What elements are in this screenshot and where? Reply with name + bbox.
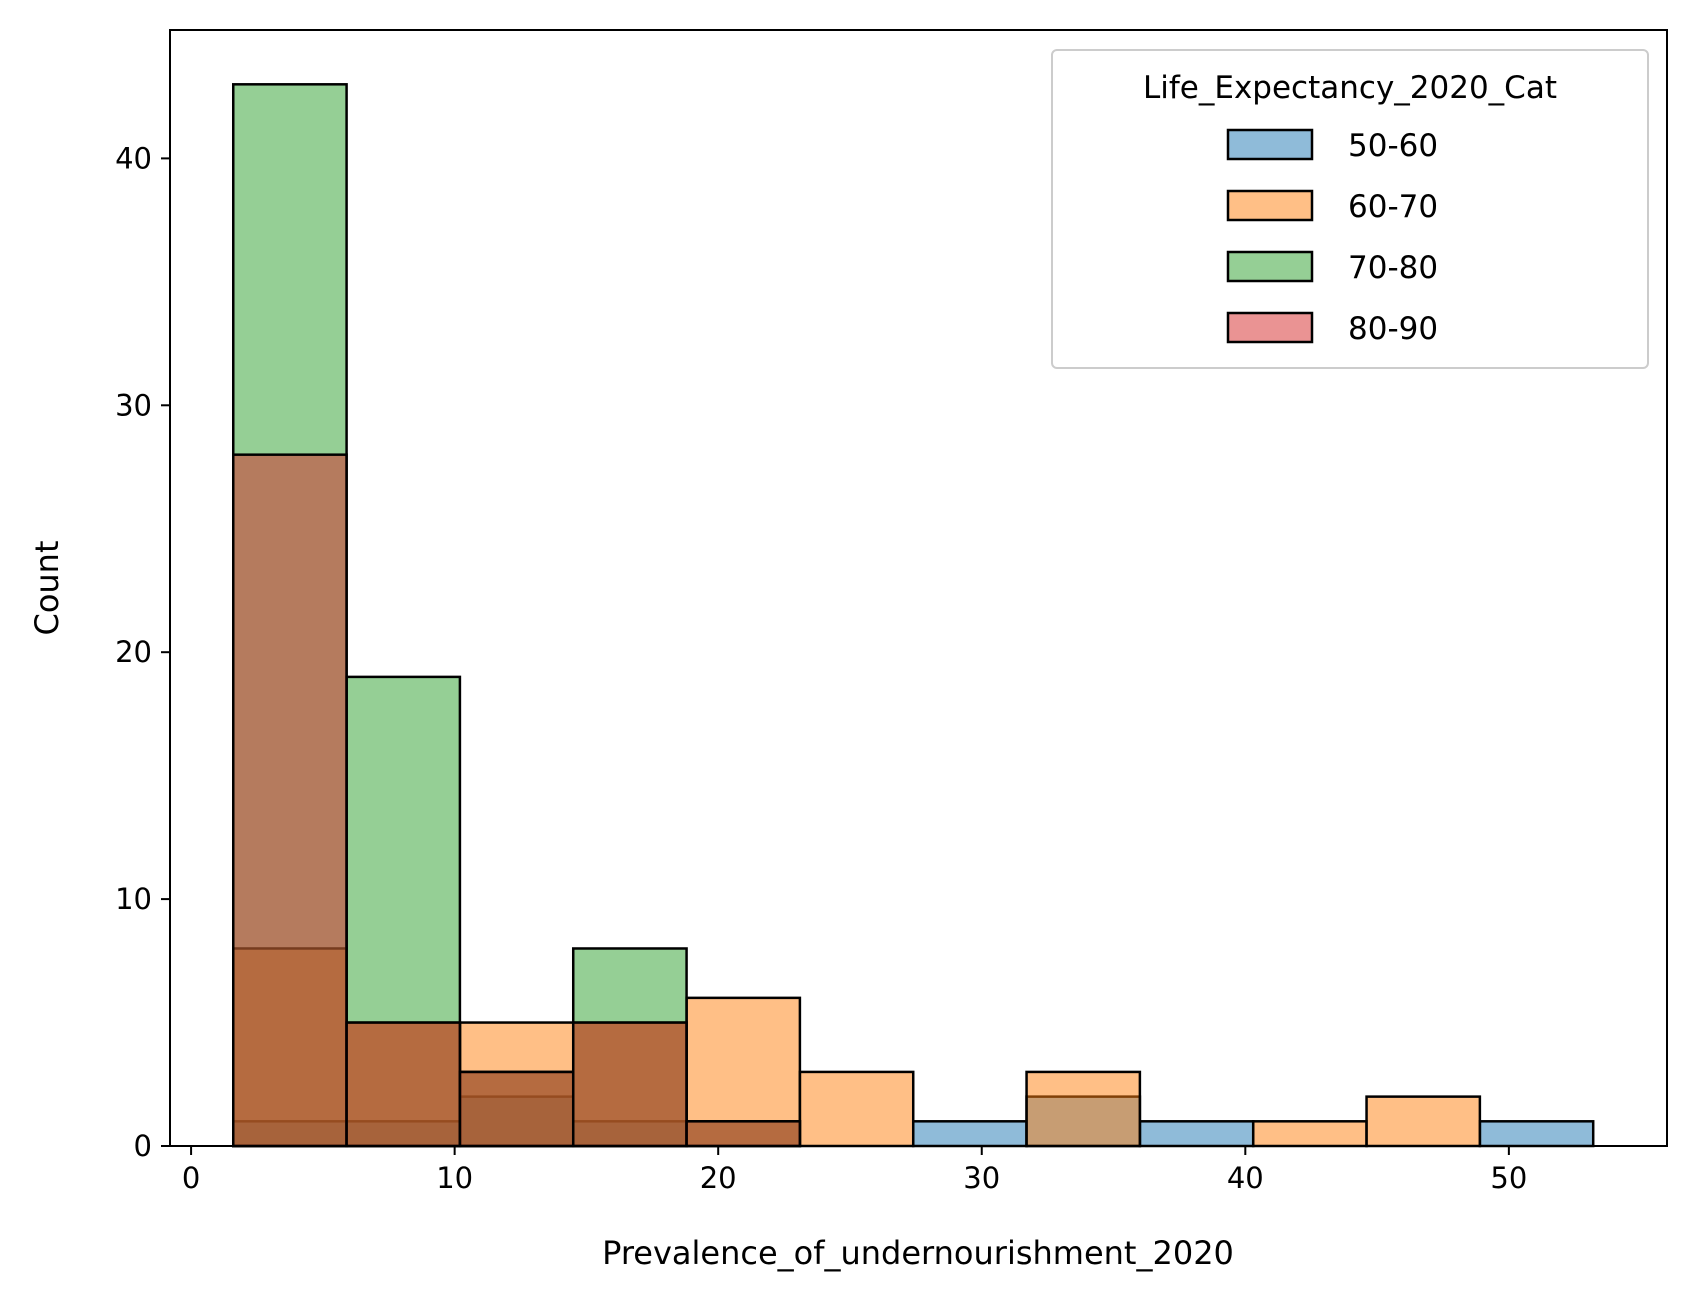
legend: Life_Expectancy_2020_Cat 50-60 60-70 70-80…: [1051, 49, 1649, 369]
bar-50-60-bin-6: [911, 1120, 1028, 1148]
x-axis-title: Prevalence_of_undernourishment_2020: [602, 1234, 1234, 1272]
y-tick-label: 20: [115, 635, 152, 669]
bars-layer: [232, 83, 1595, 1148]
bar-80-90-bin-2: [458, 1070, 575, 1148]
series-80-90: [232, 453, 802, 1148]
y-axis-title: Count: [28, 540, 66, 635]
bar-80-90-bin-4: [685, 1120, 802, 1148]
legend-label: 80-90: [1348, 311, 1438, 347]
legend-frame: [1051, 49, 1649, 369]
x-tick-label: 20: [700, 1161, 737, 1195]
legend-label: 50-60: [1348, 128, 1438, 164]
bar-60-70-bin-7: [1025, 1070, 1142, 1148]
legend-item-70-80: 70-80: [1226, 250, 1438, 286]
x-tick-label: 30: [963, 1161, 1000, 1195]
legend-swatch: [1226, 250, 1314, 283]
y-tick-label: 10: [115, 882, 152, 916]
x-axis-ticks: 0 10 20 30 40 50: [182, 1146, 1527, 1195]
y-tick-label: 40: [115, 141, 152, 175]
legend-item-50-60: 50-60: [1226, 128, 1438, 164]
bar-60-70-bin-10: [1365, 1095, 1482, 1148]
y-tick-label: 30: [115, 388, 152, 422]
plot-frame: [169, 29, 1668, 1147]
legend-swatch: [1226, 189, 1314, 222]
legend-item-80-90: 80-90: [1226, 311, 1438, 347]
bar-50-60-bin-11: [1478, 1120, 1595, 1148]
y-tick-label: 0: [134, 1129, 152, 1163]
x-tick-label: 40: [1227, 1161, 1264, 1195]
bar-80-90-bin-0: [232, 453, 348, 1148]
x-tick-label: 50: [1490, 1161, 1527, 1195]
bar-50-60-bin-8: [1138, 1120, 1255, 1148]
legend-title: Life_Expectancy_2020_Cat: [1143, 70, 1557, 106]
bar-80-90-bin-3: [571, 1021, 688, 1148]
legend-item-60-70: 60-70: [1226, 189, 1438, 225]
y-axis-ticks: 0 10 20 30 40: [115, 141, 170, 1163]
bar-60-70-bin-9: [1251, 1120, 1368, 1148]
legend-label: 70-80: [1348, 250, 1438, 286]
x-tick-label: 10: [436, 1161, 473, 1195]
legend-label: 60-70: [1348, 189, 1438, 225]
x-tick-label: 0: [182, 1161, 200, 1195]
legend-items: 50-60 60-70 70-80 80-90: [1226, 128, 1438, 347]
bar-80-90-bin-1: [345, 1021, 462, 1148]
legend-swatch: [1226, 311, 1314, 344]
bar-60-70-bin-5: [798, 1070, 915, 1148]
legend-swatch: [1226, 128, 1314, 161]
